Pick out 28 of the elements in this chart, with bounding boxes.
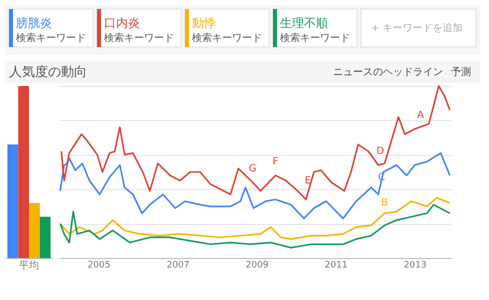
x-tick-label: 2007 [166, 260, 190, 270]
x-tick-label: 2013 [404, 260, 427, 270]
text: 動悸 [192, 16, 216, 30]
text: 予測 [451, 66, 471, 78]
x-tick-label: 2011 [324, 260, 348, 270]
bar [40, 216, 51, 258]
annotation: E [304, 175, 312, 186]
bar [29, 202, 40, 258]
annotation: D [376, 146, 384, 158]
text: 生理不順 [280, 16, 328, 30]
text: 検索キーワード [104, 32, 174, 44]
text: 検索キーワード [16, 32, 86, 44]
chart-title: 人気度の動向 [9, 64, 87, 80]
bar [7, 144, 18, 258]
x-tick-label: 2005 [88, 260, 110, 270]
annotation: G [248, 163, 257, 174]
text: 検索キーワード [280, 32, 350, 44]
annotation: A [417, 110, 424, 121]
annotation: B [381, 198, 388, 209]
text: 検索キーワード [192, 32, 262, 44]
bar [18, 86, 29, 258]
text: + キーワードを追加 [371, 22, 463, 34]
text: 膀胱炎 [16, 16, 52, 30]
x-tick-label: 2009 [246, 260, 269, 270]
annotation: F [272, 156, 279, 168]
text: ニュースのヘッドライン [333, 67, 443, 78]
text: 口内炎 [104, 16, 140, 30]
x-tick-label: 平均 [19, 260, 39, 272]
